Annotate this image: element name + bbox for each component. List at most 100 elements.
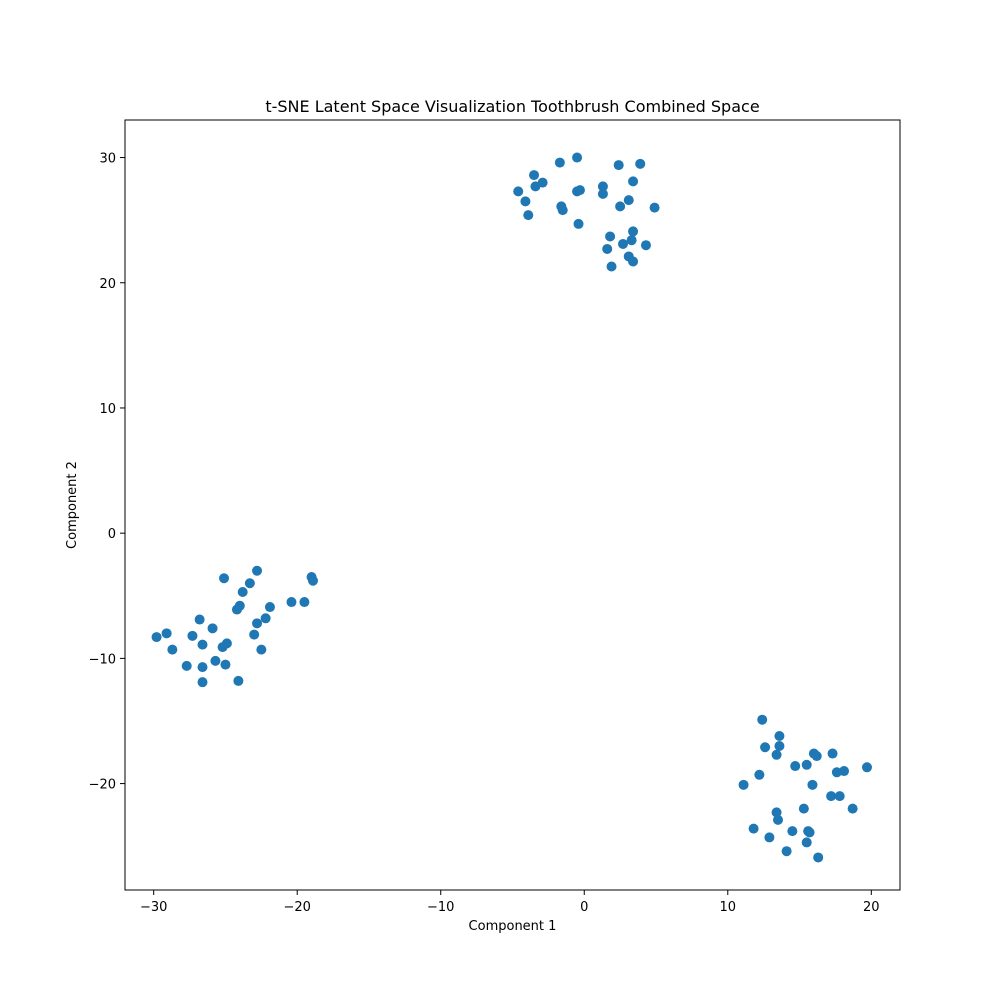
data-point	[187, 630, 198, 641]
data-point	[790, 761, 801, 772]
data-point	[249, 629, 260, 640]
data-point	[197, 662, 208, 673]
data-point	[847, 803, 858, 814]
data-point	[649, 202, 660, 213]
data-point	[811, 751, 822, 762]
data-point	[804, 827, 815, 838]
data-point	[233, 675, 244, 686]
data-point	[628, 176, 639, 187]
data-point	[574, 185, 585, 196]
y-axis-label: Component 2	[65, 461, 80, 549]
x-tick-label: 10	[720, 900, 737, 915]
data-point	[210, 655, 221, 666]
data-point	[237, 587, 248, 598]
data-point	[839, 766, 850, 777]
data-point	[771, 749, 782, 760]
data-point	[256, 644, 267, 655]
data-point	[537, 177, 548, 188]
data-point	[774, 741, 785, 752]
data-point	[807, 779, 818, 790]
data-point	[557, 205, 568, 216]
y-tick-label: 0	[108, 527, 116, 542]
data-point	[606, 261, 617, 272]
x-axis-ticks: −30 −20 −10 0 10 20	[140, 890, 880, 915]
data-point	[260, 613, 271, 624]
data-point	[252, 565, 263, 576]
data-point	[781, 846, 792, 857]
x-tick-label: −20	[284, 900, 311, 915]
points-layer	[151, 152, 872, 863]
y-axis-ticks: −20 −10 0 10 20 30	[89, 152, 125, 793]
data-point	[827, 748, 838, 759]
y-tick-label: −10	[89, 652, 116, 667]
data-point	[572, 152, 583, 163]
data-point	[787, 826, 798, 837]
data-point	[771, 807, 782, 818]
data-point	[513, 186, 524, 197]
y-tick-label: 10	[99, 402, 116, 417]
data-point	[194, 614, 205, 625]
data-point	[597, 188, 608, 199]
x-tick-label: −30	[140, 900, 167, 915]
data-point	[181, 660, 192, 671]
data-point	[529, 170, 540, 181]
data-point	[813, 852, 824, 863]
data-point	[626, 235, 637, 246]
data-point	[197, 639, 208, 650]
plot-area-frame	[124, 119, 901, 891]
data-point	[220, 659, 231, 670]
data-point	[252, 618, 263, 629]
data-point	[801, 837, 812, 848]
data-point	[221, 638, 232, 649]
data-point	[605, 231, 616, 242]
data-point	[615, 201, 626, 212]
data-point	[738, 779, 749, 790]
data-point	[774, 731, 785, 741]
data-point	[244, 578, 255, 589]
data-point	[628, 256, 639, 267]
data-point	[748, 823, 759, 834]
data-point	[602, 243, 613, 254]
x-axis-label: Component 1	[469, 919, 557, 934]
data-point	[264, 602, 275, 613]
data-point	[628, 226, 639, 237]
data-point	[801, 759, 812, 770]
data-point	[826, 791, 837, 802]
data-point	[757, 714, 768, 725]
data-point	[197, 677, 208, 688]
data-point	[597, 181, 608, 192]
y-tick-label: −20	[89, 778, 116, 793]
data-point	[167, 644, 178, 655]
data-point	[554, 157, 565, 168]
data-point	[520, 196, 531, 207]
y-tick-label: 20	[99, 277, 116, 292]
data-point	[207, 623, 218, 634]
data-point	[623, 195, 634, 206]
data-point	[760, 742, 771, 753]
y-tick-label: 30	[99, 152, 116, 167]
data-point	[635, 158, 646, 169]
data-point	[573, 218, 584, 229]
data-point	[640, 240, 651, 251]
data-point	[618, 238, 629, 249]
data-point	[151, 632, 162, 643]
data-point	[286, 597, 297, 608]
data-point	[754, 769, 765, 780]
data-point	[834, 791, 845, 802]
x-tick-label: 20	[863, 900, 880, 915]
data-point	[299, 597, 310, 608]
data-point	[764, 832, 775, 843]
data-point	[523, 210, 534, 221]
data-point	[613, 160, 624, 171]
data-point	[234, 600, 245, 611]
data-point	[773, 814, 784, 825]
chart-title: t-SNE Latent Space Visualization Toothbr…	[265, 97, 759, 116]
data-point	[308, 575, 319, 586]
data-point	[161, 628, 172, 639]
x-tick-label: 0	[580, 900, 588, 915]
x-tick-label: −10	[427, 900, 454, 915]
data-point	[219, 573, 230, 584]
